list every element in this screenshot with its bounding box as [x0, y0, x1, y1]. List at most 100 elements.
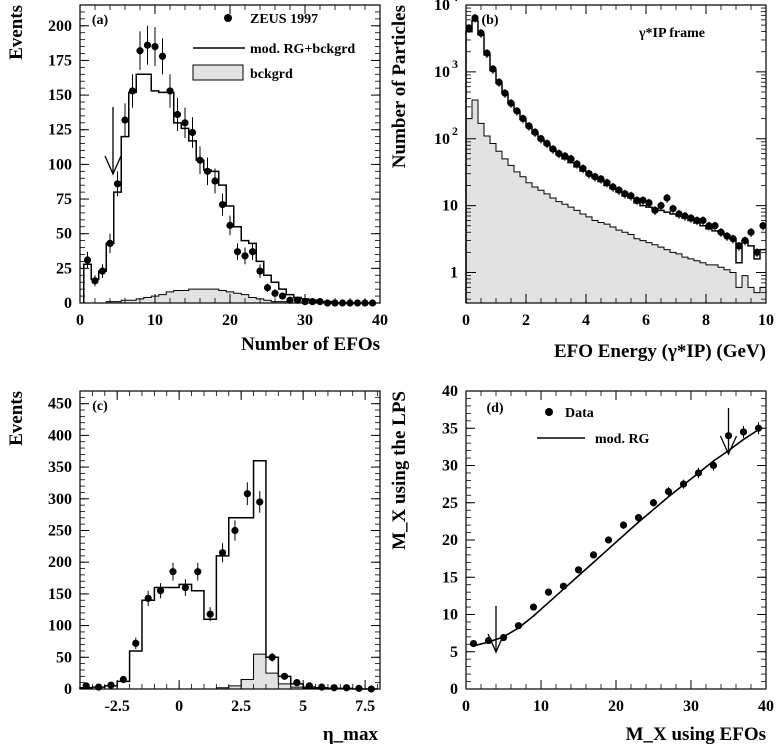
plot-frame	[79, 390, 381, 690]
y-tick-label: 25	[442, 495, 458, 512]
mod-rg-bckgrd-line	[83, 73, 377, 304]
data-point	[144, 594, 152, 602]
data-point	[305, 682, 313, 690]
data-point	[211, 177, 219, 185]
data-point	[537, 135, 545, 143]
data-point	[501, 89, 509, 97]
y-tick-label: 400	[48, 427, 72, 444]
y-tick-label: 150	[48, 586, 72, 603]
legend-label: Data	[565, 406, 594, 421]
data-point	[591, 173, 599, 181]
data-point	[739, 428, 748, 436]
data-point	[196, 156, 204, 164]
legend-marker-data	[224, 14, 232, 22]
data-point	[166, 87, 174, 95]
legend-swatch-bckgrd	[192, 64, 244, 81]
y-tick-exponent: 4	[452, 0, 458, 4]
data-point	[483, 49, 491, 57]
data-point	[203, 167, 212, 175]
x-tick-label: 20	[222, 312, 238, 329]
y-tick-label: 200	[48, 18, 72, 35]
data-point	[489, 65, 497, 73]
y-tick-label: 10	[434, 64, 450, 81]
x-tick-label: 10	[147, 312, 163, 329]
y-tick-label: 10	[434, 131, 450, 148]
data-point	[158, 52, 167, 60]
data-point	[649, 499, 658, 507]
y-tick-label: 300	[48, 491, 72, 508]
data-point	[609, 183, 617, 191]
data-point	[256, 498, 264, 506]
data-point	[693, 216, 701, 225]
y-tick-label: 40	[442, 383, 458, 400]
data-point	[519, 115, 527, 123]
data-point	[143, 41, 152, 49]
x-tick-label: 40	[372, 312, 388, 329]
data-point	[280, 672, 289, 680]
data-point	[169, 568, 177, 576]
data-point	[243, 490, 251, 498]
data-point	[555, 149, 563, 158]
data-point	[679, 480, 688, 488]
panel-label: (b)	[481, 13, 498, 28]
y-axis-title: M_X using the LPS	[389, 391, 410, 550]
data-point	[699, 216, 707, 225]
total-line	[79, 459, 378, 690]
data-point	[218, 200, 227, 209]
data-point	[342, 684, 351, 692]
data-point	[278, 292, 287, 300]
y-tick-label: 250	[48, 522, 72, 539]
data-point	[256, 267, 264, 275]
data-point	[181, 119, 189, 127]
data-point	[747, 228, 755, 236]
data-point	[94, 683, 103, 691]
data-point	[218, 549, 227, 557]
data-point	[753, 248, 761, 256]
data-point	[121, 116, 129, 124]
data-point	[639, 196, 647, 204]
data-point	[729, 235, 737, 243]
data-point	[465, 24, 473, 32]
data-point	[128, 87, 137, 95]
y-tick-label: 10	[434, 0, 450, 14]
data-point	[513, 107, 521, 115]
y-tick-label: 175	[48, 52, 72, 69]
data-point	[525, 122, 533, 130]
arrow-head	[104, 155, 122, 176]
data-point	[711, 222, 719, 230]
panel-label: (c)	[92, 399, 108, 414]
data-point	[627, 192, 635, 200]
data-point	[132, 639, 140, 647]
data-point	[621, 190, 629, 198]
y-tick-label: 125	[48, 122, 72, 139]
data-point	[173, 110, 182, 119]
data-point	[106, 239, 114, 247]
data-point	[233, 248, 242, 256]
data-point	[735, 242, 743, 250]
y-tick-label: 25	[56, 260, 72, 277]
data-point	[181, 583, 189, 592]
y-tick-label: 0	[64, 681, 72, 698]
data-point	[597, 175, 605, 183]
y-tick-label: 150	[48, 87, 72, 104]
x-tick-label: 0	[462, 698, 470, 715]
data-point	[231, 526, 239, 535]
mod-rg-curve	[473, 429, 759, 647]
data-point	[651, 206, 659, 214]
data-point	[156, 587, 165, 595]
background-fill	[80, 653, 378, 690]
data-point	[471, 14, 479, 22]
data-point	[709, 461, 718, 470]
legend-label: mod. RG+bckgrd	[250, 42, 355, 57]
y-tick-label: 10	[442, 198, 458, 215]
data-point	[723, 232, 731, 240]
data-point	[194, 568, 202, 576]
legend-label: mod. RG	[595, 432, 650, 447]
y-tick-label: 10	[442, 607, 458, 624]
data-point	[495, 78, 503, 86]
data-point	[529, 603, 538, 611]
data-point	[308, 298, 317, 306]
